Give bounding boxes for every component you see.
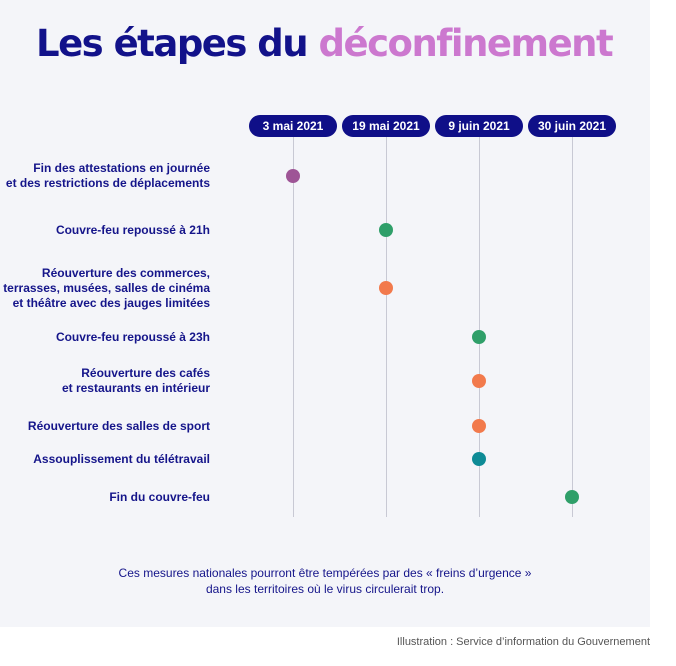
footnote-line-1: Ces mesures nationales pourront être tem… <box>118 566 532 580</box>
date-header-2: 19 mai 2021 <box>342 115 430 137</box>
step-label-line: Fin du couvre-feu <box>109 489 210 504</box>
step-marker-dot <box>472 419 486 433</box>
step-label-line: Couvre-feu repoussé à 23h <box>55 329 210 344</box>
step-label: Fin du couvre-feu <box>0 490 210 505</box>
step-label: Réouverture des commerces, terrasses, mus… <box>0 266 210 311</box>
timeline-gridline <box>386 137 387 517</box>
step-marker-dot <box>472 452 486 466</box>
step-label: Couvre-feu repoussé à 23h <box>0 330 210 345</box>
step-marker-dot <box>472 330 486 344</box>
footnote-line-2: dans les territoires où le virus circule… <box>205 582 445 596</box>
title-part-accent: déconfinement <box>318 22 614 65</box>
step-label-line: et théâtre avec des jauges limitées <box>12 295 210 310</box>
page-title: Les étapes du déconfinement <box>36 22 614 65</box>
timeline-gridline <box>572 137 573 517</box>
title-part-main: Les étapes du <box>36 22 309 65</box>
step-label-line: terrasses, musées, salles de cinéma <box>3 280 210 295</box>
image-credit: Illustration : Service d’information du … <box>396 636 650 648</box>
date-header-4: 30 juin 2021 <box>528 115 616 137</box>
timeline-gridline <box>479 137 480 517</box>
step-marker-dot <box>565 490 579 504</box>
step-label-line: Assouplissement du télétravail <box>33 451 210 466</box>
step-label-line: Réouverture des cafés <box>81 366 210 380</box>
step-label-line: Couvre-feu repoussé à 21h <box>55 222 210 237</box>
step-label-line: Fin des attestations en journée <box>33 161 210 175</box>
step-label: Réouverture des salles de sport <box>0 419 210 434</box>
step-label-line: et des restrictions de déplacements <box>5 176 210 190</box>
step-label: Assouplissement du télétravail <box>0 452 210 467</box>
date-header-1: 3 mai 2021 <box>249 115 337 137</box>
step-label: Fin des attestations en journée et des re… <box>0 161 210 191</box>
step-marker-dot <box>379 281 393 295</box>
footnote: Ces mesures nationales pourront être tem… <box>60 565 590 597</box>
step-marker-dot <box>472 374 486 388</box>
step-label: Couvre-feu repoussé à 21h <box>0 223 210 238</box>
step-label-line: et restaurants en intérieur <box>61 381 210 395</box>
step-label: Réouverture des cafés et restaurants en i… <box>0 366 210 396</box>
step-label-line: Réouverture des salles de sport <box>27 418 210 433</box>
step-marker-dot <box>286 169 300 183</box>
date-header-3: 9 juin 2021 <box>435 115 523 137</box>
timeline-gridline <box>293 137 294 517</box>
step-marker-dot <box>379 223 393 237</box>
infographic-card: Les étapes du déconfinement 3 mai 2021 19… <box>0 0 650 627</box>
step-label-line: Réouverture des commerces, <box>41 265 210 280</box>
